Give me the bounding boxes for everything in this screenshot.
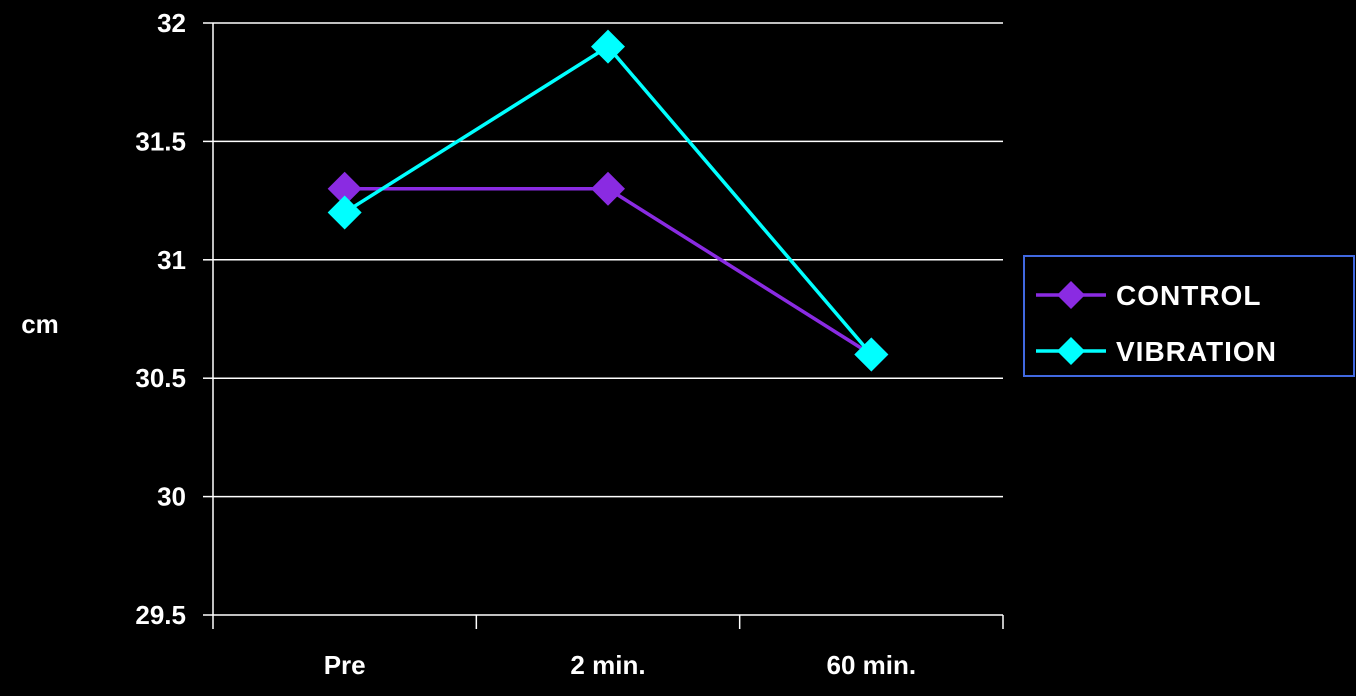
data-point [591, 171, 625, 206]
y-tick-label: 31 [157, 245, 186, 275]
legend: CONTROL VIBRATION [1023, 255, 1355, 377]
data-point [854, 337, 889, 372]
axes [203, 22, 1004, 629]
y-axis-label: cm [21, 309, 59, 339]
data-point [327, 195, 362, 230]
y-tick-label: 29.5 [135, 600, 186, 630]
x-tick-label: 60 min. [827, 650, 917, 680]
legend-marker [1057, 281, 1085, 309]
series-control [327, 171, 889, 372]
y-tick-label: 30.5 [135, 363, 186, 393]
series-line [344, 187, 873, 357]
data-point [591, 29, 625, 64]
y-tick-labels: 29.5 30 30.5 31 31.5 32 [135, 8, 186, 630]
legend-label: VIBRATION [1116, 336, 1277, 367]
legend-item-vibration: VIBRATION [1036, 336, 1277, 367]
legend-item-control: CONTROL [1036, 280, 1261, 311]
data-point [327, 171, 362, 206]
y-tick-label: 32 [157, 8, 186, 38]
y-tick-label: 31.5 [135, 126, 186, 156]
series [327, 29, 889, 372]
series-vibration [327, 29, 889, 372]
legend-marker [1057, 337, 1085, 365]
legend-label: CONTROL [1116, 280, 1261, 311]
y-tick-label: 30 [157, 482, 186, 512]
gridlines [213, 22, 1003, 498]
x-tick-label: Pre [324, 650, 366, 680]
x-tick-labels: Pre 2 min. 60 min. [324, 650, 916, 680]
x-tick-label: 2 min. [570, 650, 645, 680]
